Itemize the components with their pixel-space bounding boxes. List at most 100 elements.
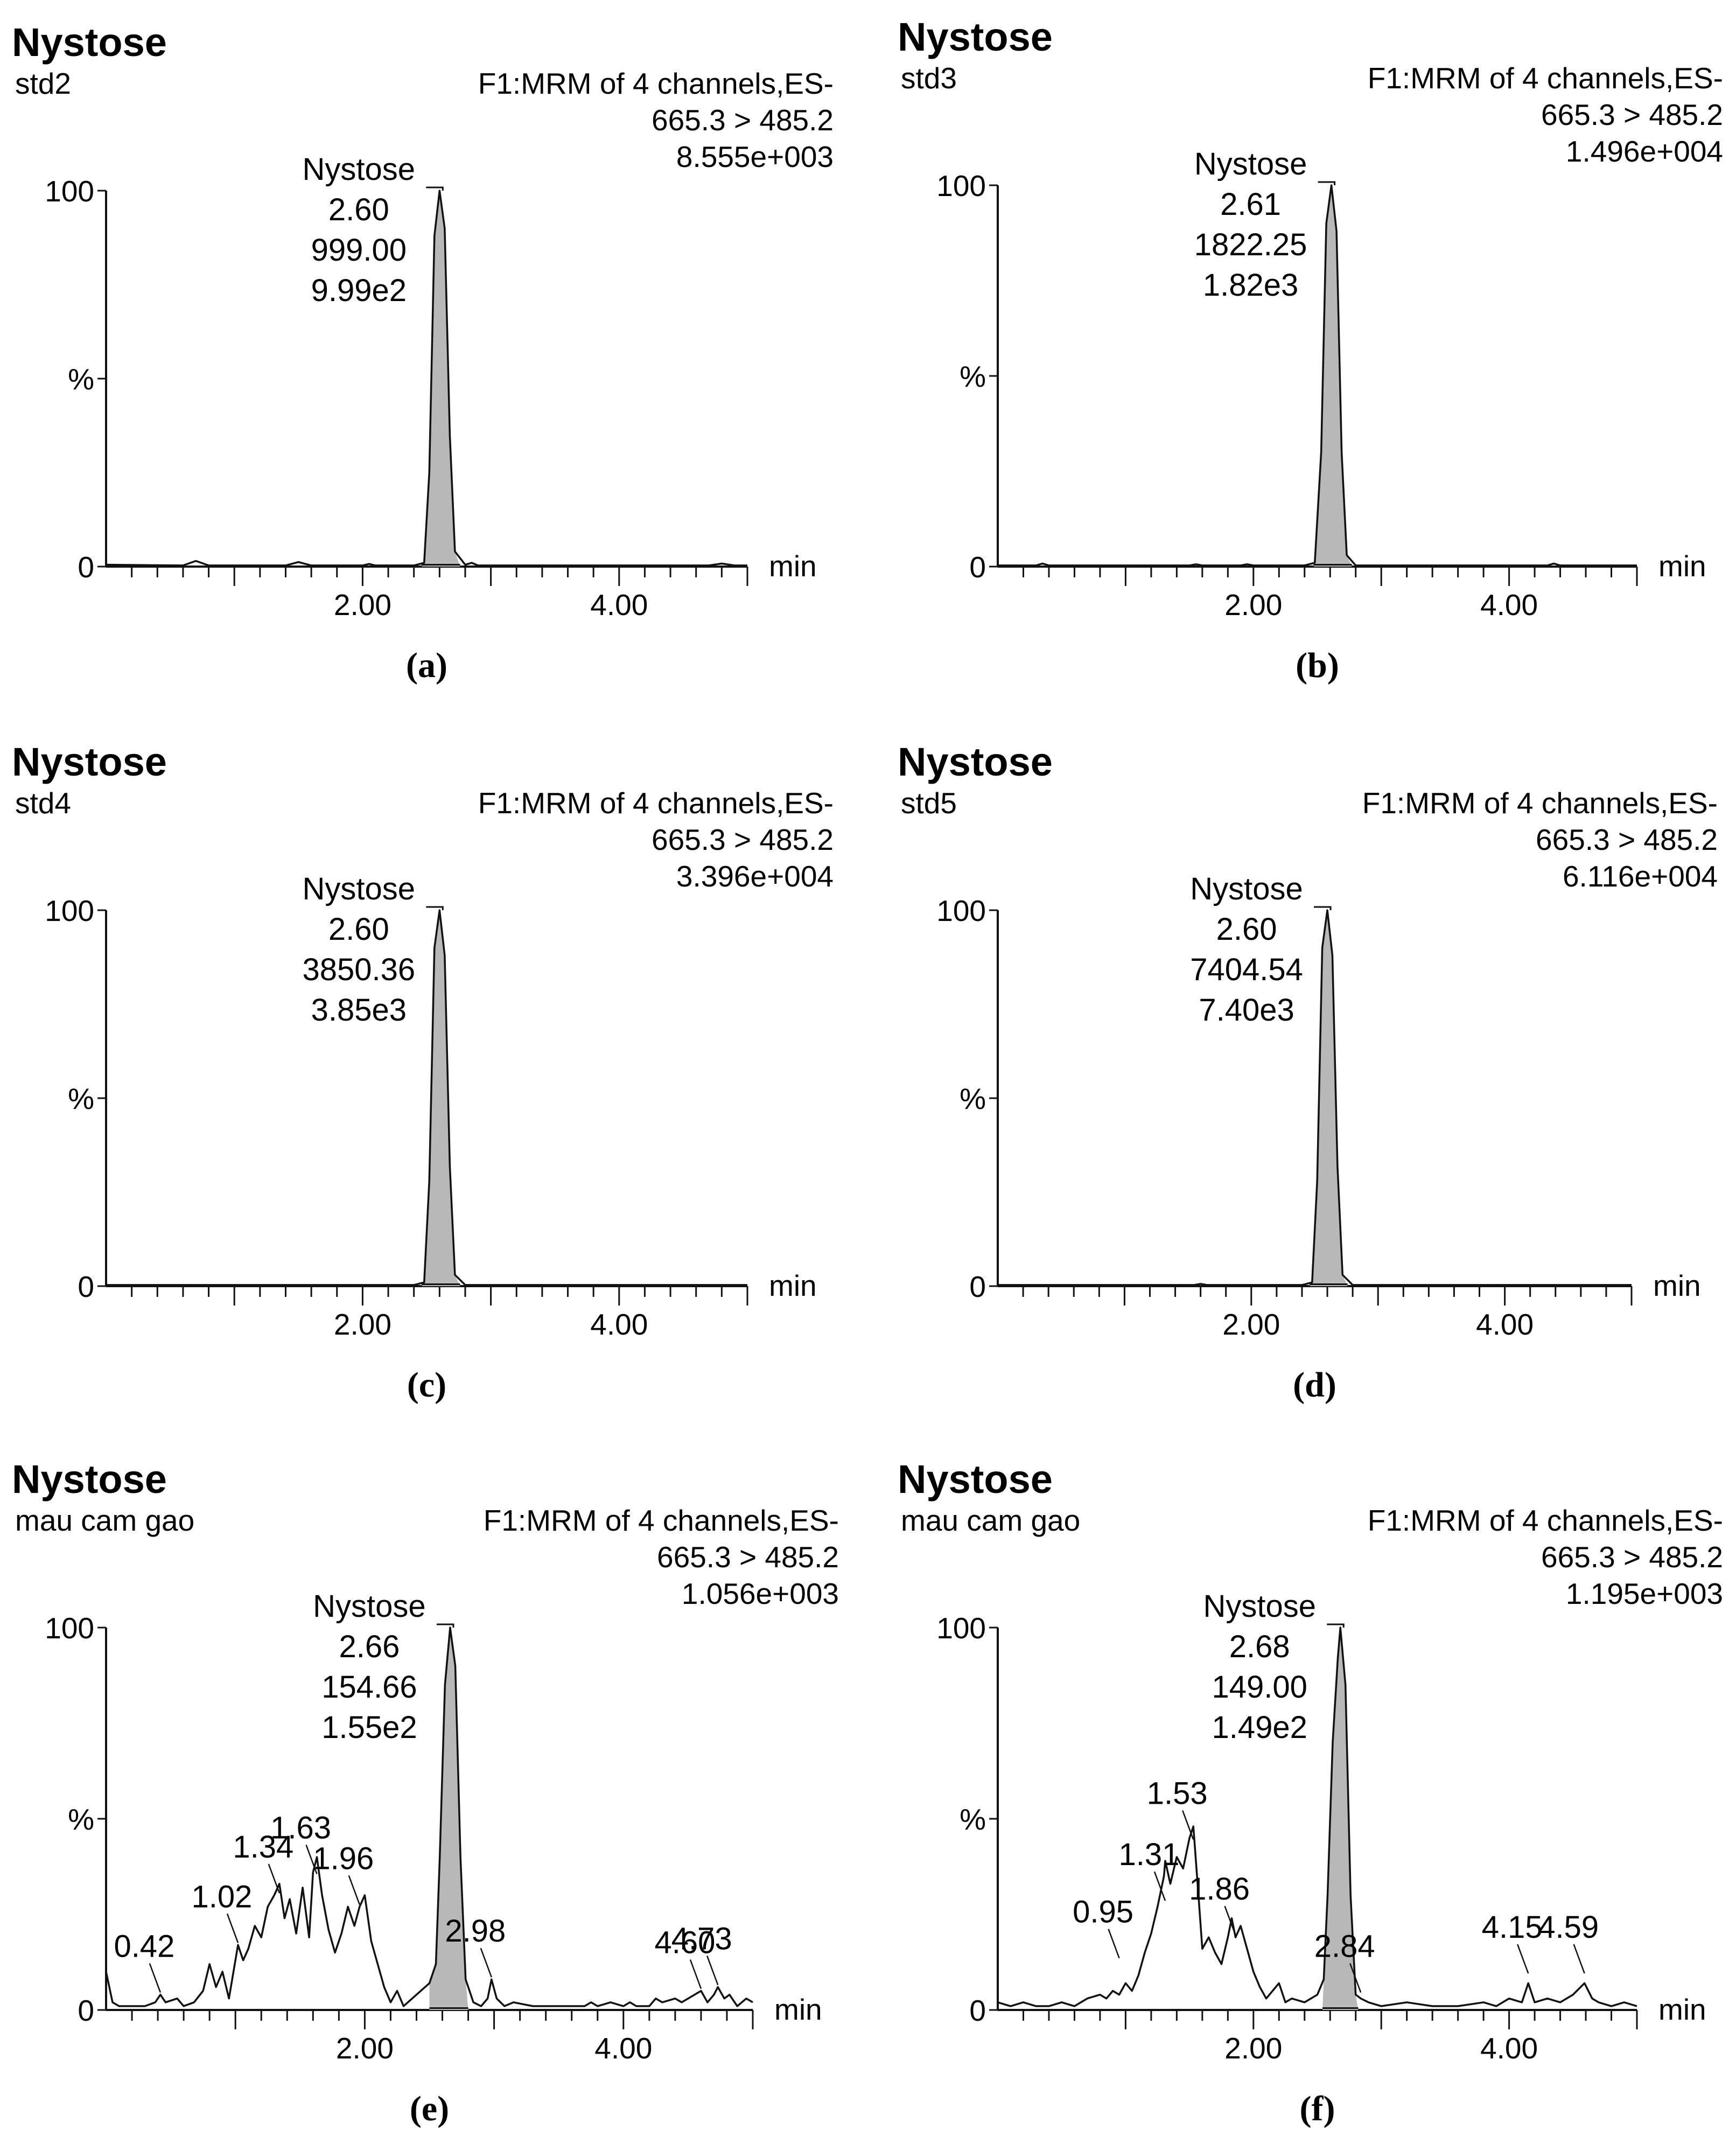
peak-name: Nystose: [313, 1589, 426, 1624]
peak-name: Nystose: [1194, 146, 1307, 182]
peak-height: 7.40e3: [1199, 993, 1294, 1028]
minor-peak-label: 1.86: [1189, 1872, 1250, 1907]
intensity-label: 6.116e+004: [1563, 860, 1718, 893]
minor-peak-label: 1.63: [270, 1811, 331, 1846]
chromatogram-trace: [998, 909, 1632, 1286]
peak-area: 7404.54: [1190, 952, 1303, 987]
compound-title: Nystose: [12, 20, 167, 65]
function-label: F1:MRM of 4 channels,ES-: [478, 786, 834, 820]
peak-label-leader: [1318, 181, 1336, 185]
minor-peak-leader: [1153, 1871, 1166, 1901]
peak-label-leader: [1327, 1623, 1345, 1628]
peak-area-fill: [421, 191, 460, 567]
intensity-label: 1.056e+003: [682, 1577, 839, 1610]
y-tick-label: 0: [969, 1994, 986, 2027]
function-label: F1:MRM of 4 channels,ES-: [1362, 786, 1718, 820]
x-tick-label: 4.00: [1480, 2032, 1538, 2065]
peak-name: Nystose: [303, 152, 416, 187]
minor-peak-label: 4.60: [654, 1925, 715, 1960]
panel-caption: (b): [1296, 646, 1339, 685]
peak-area: 154.66: [321, 1670, 417, 1705]
minor-peak-label: 0.95: [1073, 1895, 1133, 1930]
peak-area-fill: [429, 1628, 468, 2010]
sample-name: mau cam gao: [901, 1504, 1080, 1537]
peak-area: 3850.36: [302, 952, 415, 987]
x-tick-label: 4.00: [590, 1308, 648, 1341]
peak-height: 1.82e3: [1203, 268, 1298, 303]
transition-label: 665.3 > 485.2: [1541, 1540, 1723, 1574]
sample-name: std3: [901, 61, 957, 95]
minor-peak-label: 2.84: [1314, 1929, 1375, 1964]
minor-peak-leader: [1349, 1963, 1362, 1993]
minor-peak-leader: [1182, 1810, 1194, 1840]
x-axis-label: min: [1658, 1993, 1706, 2026]
minor-peak-leader: [1224, 1905, 1236, 1936]
panel-caption: (f): [1300, 2089, 1335, 2128]
peak-area-fill: [1322, 1628, 1359, 2010]
minor-peak-label: 4.15: [1482, 1910, 1543, 1945]
minor-peak-label: 1.34: [233, 1830, 293, 1865]
y-tick-label: 0: [78, 1270, 94, 1303]
intensity-label: 1.195e+003: [1566, 1577, 1723, 1610]
peak-retention-time: 2.68: [1229, 1629, 1290, 1664]
peak-label-leader: [426, 186, 444, 191]
peak-label-leader: [426, 906, 444, 910]
sample-name: std4: [15, 786, 71, 820]
peak-label-leader: [436, 1623, 454, 1628]
intensity-label: 3.396e+004: [676, 860, 834, 893]
x-tick-label: 2.00: [1224, 2032, 1282, 2065]
peak-label-leader: [1314, 906, 1332, 910]
minor-peak-label: 1.53: [1147, 1776, 1208, 1811]
transition-label: 665.3 > 485.2: [652, 103, 834, 137]
y-tick-label: 0: [78, 1994, 94, 2027]
minor-peak-leader: [226, 1913, 239, 1943]
y-tick-label: %: [68, 1803, 94, 1836]
y-tick-label: %: [68, 362, 94, 396]
transition-label: 665.3 > 485.2: [652, 823, 834, 856]
y-tick-label: 100: [936, 894, 986, 927]
x-axis-label: min: [769, 549, 817, 583]
chromatogram-trace: [998, 184, 1637, 567]
peak-area-fill: [1313, 185, 1352, 567]
transition-label: 665.3 > 485.2: [1541, 98, 1723, 131]
compound-title: Nystose: [898, 739, 1053, 784]
minor-peak-label: 4.59: [1538, 1910, 1599, 1945]
function-label: F1:MRM of 4 channels,ES-: [1368, 1504, 1723, 1537]
x-tick-label: 2.00: [334, 588, 391, 622]
x-tick-label: 4.00: [590, 588, 648, 622]
transition-label: 665.3 > 485.2: [1536, 823, 1718, 856]
minor-peak-leader: [305, 1845, 318, 1874]
y-tick-label: 100: [936, 1611, 986, 1645]
peak-height: 1.55e2: [321, 1710, 417, 1745]
minor-peak-leader: [268, 1863, 281, 1894]
minor-peak-leader: [348, 1875, 360, 1905]
minor-peak-leader: [706, 1955, 719, 1985]
peak-retention-time: 2.66: [339, 1629, 400, 1664]
peak-height: 1.49e2: [1212, 1710, 1307, 1745]
minor-peak-leader: [480, 1947, 492, 1978]
x-tick-label: 2.00: [1224, 588, 1282, 622]
chart-panel-c: Nystose std4 F1:MRM of 4 channels,ES-665.3…: [12, 739, 834, 1405]
y-tick-label: %: [68, 1082, 94, 1115]
y-tick-label: %: [960, 1803, 986, 1836]
x-tick-label: 4.00: [1480, 588, 1538, 622]
x-tick-label: 2.00: [334, 1308, 391, 1341]
x-tick-label: 4.00: [1476, 1308, 1534, 1341]
peak-area: 149.00: [1212, 1670, 1307, 1705]
sample-name: mau cam gao: [15, 1504, 194, 1537]
intensity-label: 1.496e+004: [1566, 135, 1723, 168]
function-label: F1:MRM of 4 channels,ES-: [1368, 61, 1723, 95]
peak-name: Nystose: [303, 871, 416, 906]
y-tick-label: 100: [45, 174, 94, 208]
minor-peak-label: 4.73: [671, 1921, 732, 1956]
panel-caption: (e): [410, 2089, 449, 2128]
compound-title: Nystose: [898, 15, 1053, 59]
y-tick-label: 0: [969, 1270, 986, 1303]
function-label: F1:MRM of 4 channels,ES-: [478, 67, 834, 100]
peak-retention-time: 2.60: [328, 192, 389, 227]
panel-caption: (c): [407, 1365, 446, 1405]
x-tick-label: 2.00: [336, 2032, 394, 2065]
intensity-label: 8.555e+003: [676, 140, 834, 173]
